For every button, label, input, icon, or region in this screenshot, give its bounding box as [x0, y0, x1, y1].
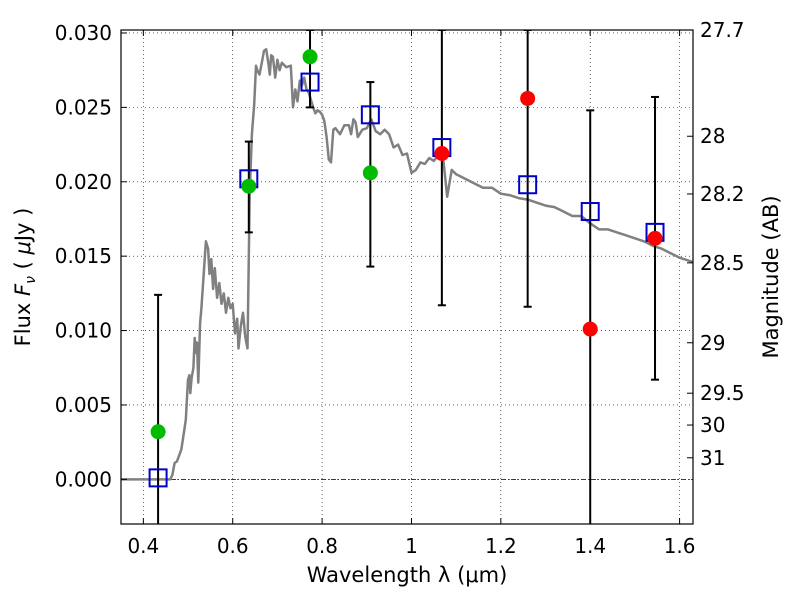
y-tick-label: 0.010 — [55, 319, 112, 343]
model-photometry — [148, 72, 665, 488]
magnitude-tick-label: 31 — [700, 446, 725, 470]
x-axis-title: Wavelength λ (μm) — [307, 563, 508, 587]
x-tick-label: 1.6 — [664, 534, 696, 558]
y-tick-label: 0.000 — [55, 467, 112, 491]
detection-point — [241, 178, 257, 194]
y-tick-label: 0.005 — [55, 393, 112, 417]
axis-ticks — [121, 29, 693, 524]
plot-frame — [120, 29, 694, 525]
red-point — [582, 321, 598, 337]
magnitude-tick-label: 29 — [700, 331, 725, 355]
x-tick-label: 0.4 — [127, 534, 159, 558]
model-square — [148, 468, 168, 488]
magnitude-tick-label: 28 — [700, 124, 725, 148]
detection-point — [362, 165, 378, 181]
template-line — [121, 48, 693, 481]
x-tick-labels: 0.4 0.6 0.8 1 1.2 1.4 1.6 — [127, 534, 695, 558]
right-tick-labels: 27.7 28 28.2 28.5 29 29.5 30 31 — [700, 18, 745, 470]
right-axis-title: Magnitude (AB) — [759, 195, 783, 358]
x-tick-label: 1.4 — [574, 534, 606, 558]
detection-points — [150, 49, 378, 440]
red-point — [647, 230, 663, 246]
red-point — [520, 90, 536, 106]
x-tick-label: 1 — [405, 534, 418, 558]
red-points — [434, 90, 663, 337]
magnitude-tick-label: 29.5 — [700, 381, 745, 405]
y-tick-labels: 0.000 0.005 0.010 0.015 0.020 0.025 0.030 — [55, 21, 112, 491]
magnitude-tick-label: 28.2 — [700, 182, 745, 206]
y-tick-label: 0.020 — [55, 170, 112, 194]
detection-point — [302, 49, 318, 65]
y-tick-label: 0.015 — [55, 244, 112, 268]
y-axis-title: Flux Fν ( μJy ) — [11, 208, 39, 347]
magnitude-tick-label: 28.5 — [700, 251, 745, 275]
error-bars — [154, 30, 660, 524]
model-square — [300, 72, 320, 92]
template-spectrum — [121, 48, 693, 481]
model-square — [580, 202, 600, 222]
magnitude-tick-label: 27.7 — [700, 18, 745, 42]
x-tick-label: 0.8 — [306, 534, 338, 558]
grid-lines — [121, 30, 693, 524]
y-tick-label: 0.025 — [55, 95, 112, 119]
x-tick-label: 1.2 — [485, 534, 517, 558]
detection-point — [150, 424, 166, 440]
red-point — [434, 146, 450, 161]
y-tick-label: 0.030 — [55, 21, 112, 45]
model-square — [360, 105, 380, 125]
model-square — [518, 175, 538, 195]
x-tick-label: 0.6 — [217, 534, 249, 558]
magnitude-tick-label: 30 — [700, 413, 725, 437]
